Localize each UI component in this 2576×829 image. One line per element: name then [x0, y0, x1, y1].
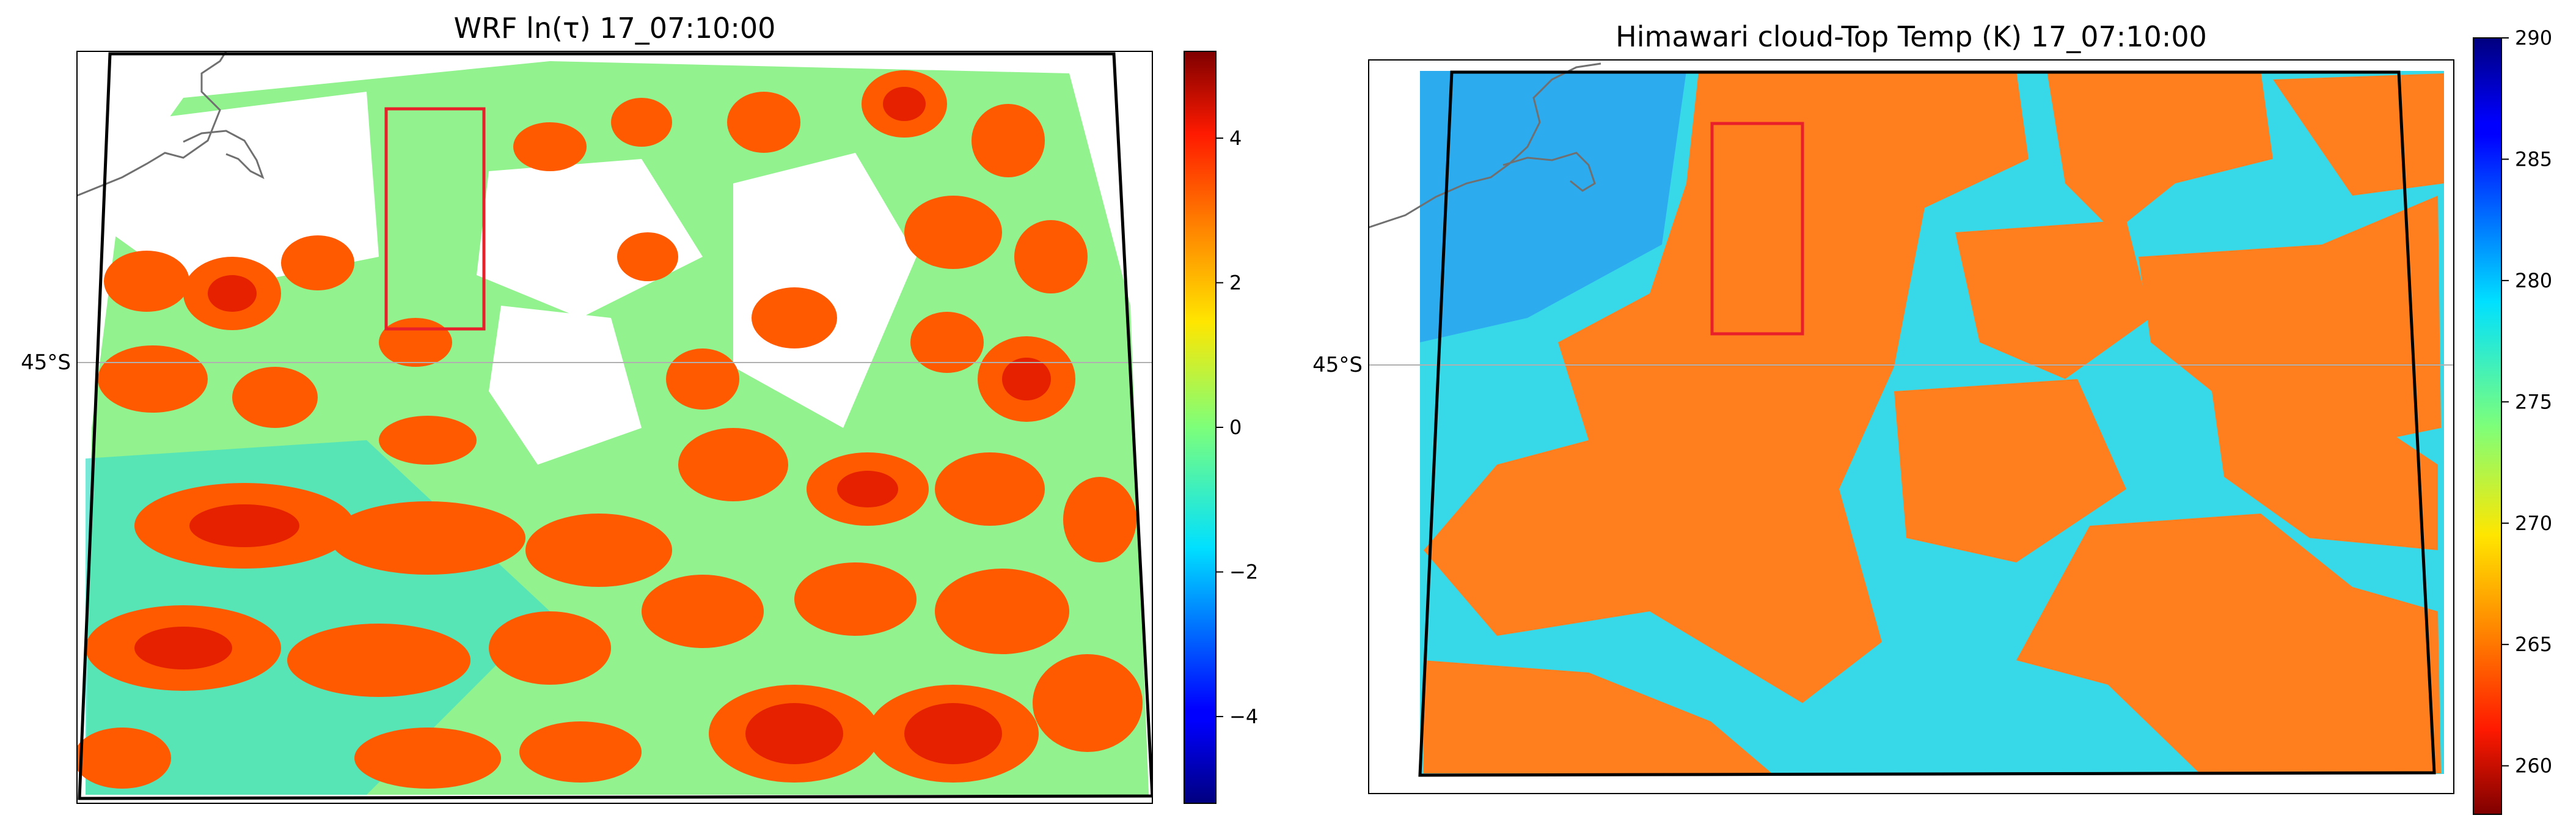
right-colorbar: 260 265 270 275 280 285 290 [2473, 26, 2552, 815]
cloud-cells [77, 70, 1143, 789]
left-axes-frame [76, 51, 1153, 804]
left-colorbar-tick-label: −4 [1229, 705, 1258, 728]
left-colorbar-tick-label: 2 [1229, 271, 1242, 294]
coastline [77, 51, 265, 197]
right-colorbar-tick-label: 275 [2515, 390, 2552, 413]
left-colorbar-tick-label: 4 [1229, 127, 1242, 150]
left-colorbar-gradient [1184, 51, 1217, 804]
right-colorbar-gradient [2473, 37, 2502, 815]
highlight-box [1710, 122, 1804, 336]
left-title: WRF ln(τ) 17_07:10:00 [454, 12, 776, 45]
highlight-box [384, 107, 486, 331]
left-colorbar: −4 −2 0 2 4 [1184, 51, 1258, 804]
right-heatmap-field [1369, 60, 2454, 794]
right-title: Himawari cloud-Top Temp (K) 17_07:10:00 [1615, 20, 2207, 53]
right-axes-frame [1368, 59, 2454, 794]
left-heatmap-field [77, 51, 1152, 803]
right-colorbar-tick-label: 260 [2515, 754, 2552, 778]
right-colorbar-tick-label: 285 [2515, 147, 2552, 171]
right-colorbar-tick-label: 280 [2515, 269, 2552, 292]
cloud-top-regions [1424, 71, 2444, 773]
coastline [1369, 62, 1601, 229]
right-colorbar-tick-label: 265 [2515, 633, 2552, 656]
right-map-panel: Himawari cloud-Top Temp (K) 17_07:10:00 … [1312, 20, 2552, 815]
domain-boundary [78, 52, 1152, 800]
left-colorbar-tick-label: 0 [1229, 416, 1242, 439]
domain-boundary [1418, 70, 2436, 777]
left-map-panel: WRF ln(τ) 17_07:10:00 45°S −4 −2 0 2 4 [21, 12, 1258, 804]
right-colorbar-tick-label: 270 [2515, 512, 2552, 535]
right-latitude-label: 45°S [1312, 353, 1363, 377]
left-latitude-label: 45°S [21, 350, 71, 375]
right-colorbar-tick-label: 290 [2515, 26, 2552, 50]
left-colorbar-tick-label: −2 [1229, 561, 1258, 584]
